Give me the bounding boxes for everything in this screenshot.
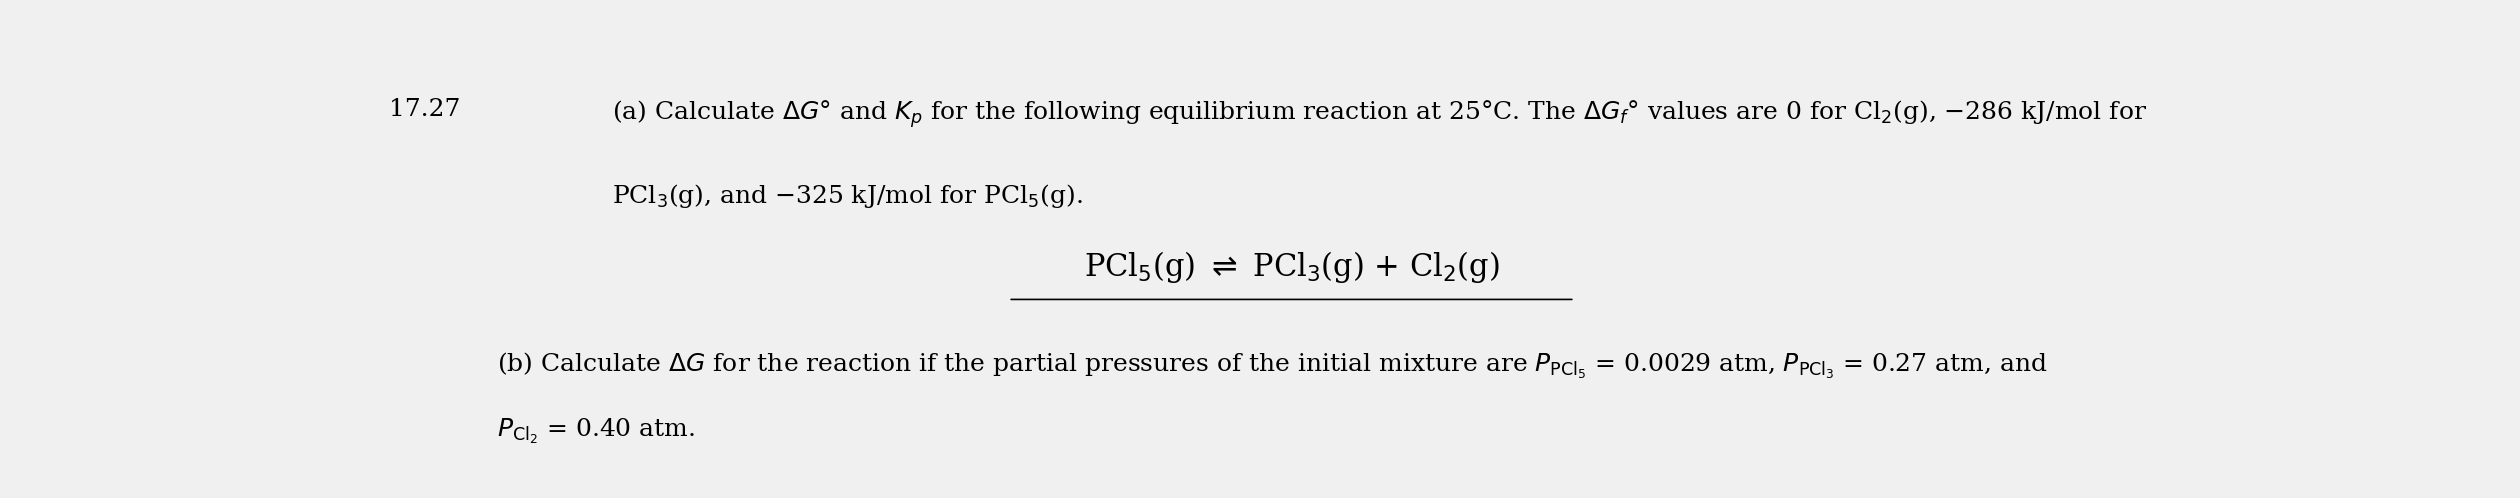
Text: (a) Calculate $\Delta G\degree$ and $K_p$ for the following equilibrium reaction: (a) Calculate $\Delta G\degree$ and $K_p… <box>612 98 2147 130</box>
Text: PCl$_3$(g), and $-$325 kJ/mol for PCl$_5$(g).: PCl$_3$(g), and $-$325 kJ/mol for PCl$_5… <box>612 182 1084 211</box>
Text: PCl$_5$(g) $\rightleftharpoons$ PCl$_3$(g) + Cl$_2$(g): PCl$_5$(g) $\rightleftharpoons$ PCl$_3$(… <box>1084 249 1499 285</box>
Text: 17.27: 17.27 <box>388 98 461 121</box>
Text: $P_{\mathrm{Cl_2}}$ = 0.40 atm.: $P_{\mathrm{Cl_2}}$ = 0.40 atm. <box>496 416 696 446</box>
Text: (b) Calculate $\Delta G$ for the reaction if the partial pressures of the initia: (b) Calculate $\Delta G$ for the reactio… <box>496 351 2046 381</box>
